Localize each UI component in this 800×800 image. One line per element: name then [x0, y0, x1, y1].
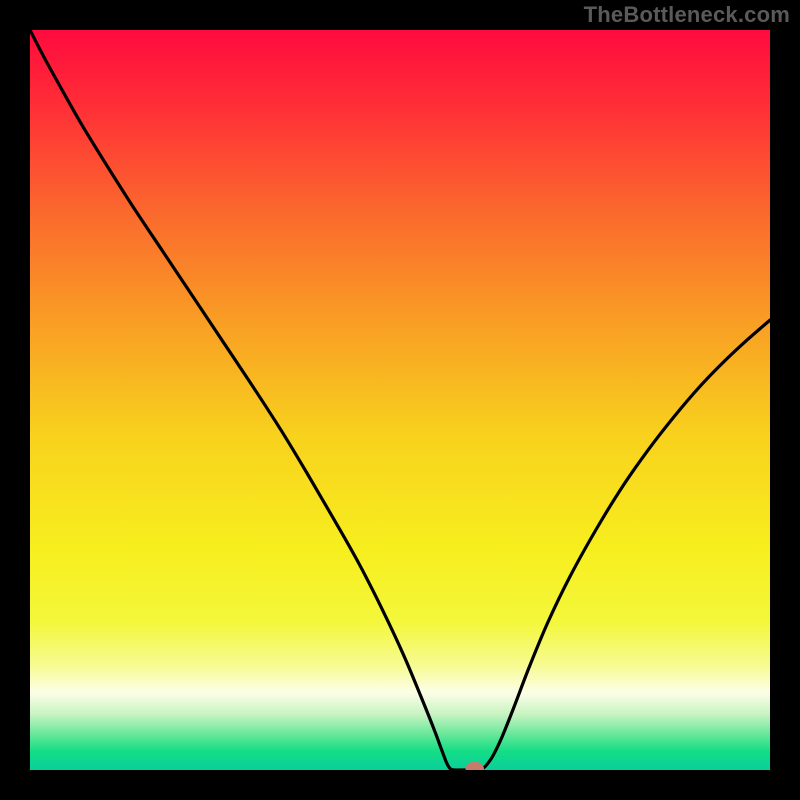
gradient-background [30, 30, 770, 770]
plot-svg [30, 30, 770, 770]
watermark-text: TheBottleneck.com [584, 2, 790, 28]
bottleneck-chart [30, 30, 770, 770]
chart-frame: { "watermark": { "text": "TheBottleneck.… [0, 0, 800, 800]
